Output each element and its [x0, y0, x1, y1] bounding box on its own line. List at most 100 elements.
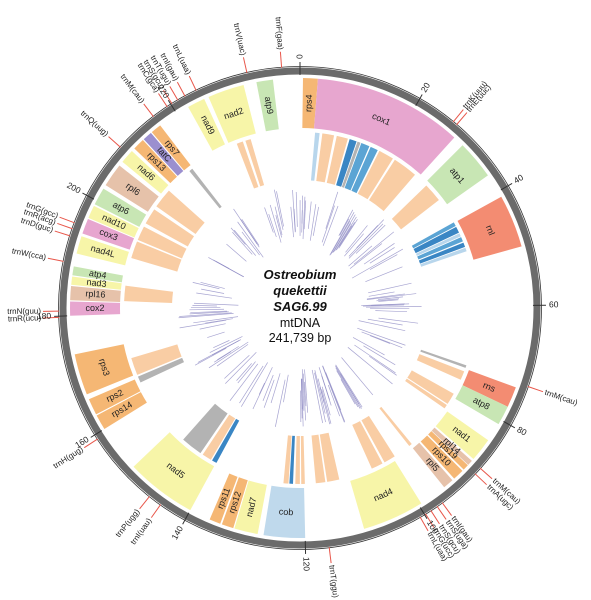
inner-feature-tick — [368, 291, 395, 297]
inner-feature-tick — [367, 318, 403, 326]
scale-tick — [82, 192, 95, 200]
inner-feature-tick — [205, 318, 233, 324]
inner-feature-tick — [237, 361, 256, 384]
intron-block — [416, 354, 465, 380]
gene-block-cox1 — [314, 78, 455, 175]
gene-block-atp4 — [72, 266, 123, 283]
inner-feature-tick — [335, 216, 357, 251]
intron-block — [245, 139, 265, 187]
inner-feature-tick — [208, 257, 244, 278]
inner-feature-tick — [376, 298, 400, 302]
intron-block — [357, 150, 393, 200]
inner-feature-tick — [308, 201, 312, 229]
intron-block — [413, 226, 460, 254]
inner-feature-tick — [178, 312, 234, 319]
trna-marker — [436, 505, 447, 520]
inner-feature-tick — [325, 191, 339, 229]
scale-tick — [415, 94, 423, 107]
trna-marker — [43, 316, 60, 319]
intron-block — [300, 435, 305, 484]
gene-label-cob: cob — [278, 506, 293, 517]
inner-feature-tick — [304, 369, 309, 413]
inner-feature-tick — [258, 382, 265, 395]
inner-feature-tick — [348, 223, 384, 259]
inner-feature-tick — [363, 345, 396, 366]
gene-block-rps14 — [96, 392, 147, 429]
intron-block — [131, 241, 182, 272]
scale-tick — [500, 182, 513, 191]
trna-marker — [430, 510, 440, 525]
inner-feature-tick — [327, 384, 341, 417]
organism-species: quekettii — [273, 283, 327, 298]
gene-block-nad3 — [71, 276, 122, 290]
trna-marker — [425, 513, 435, 528]
trna-label: trnN(guu) — [7, 306, 41, 315]
inner-feature-tick — [302, 373, 306, 421]
trna-marker — [139, 495, 150, 510]
intron-block — [352, 421, 383, 469]
inner-feature-tick — [226, 243, 247, 262]
inner-feature-tick — [304, 381, 307, 407]
inner-feature-tick — [273, 189, 284, 230]
trna-label: trnM(cau) — [544, 388, 580, 408]
inner-feature-tick — [276, 191, 284, 227]
inner-feature-tick — [347, 347, 393, 385]
intron-block — [131, 344, 182, 375]
gene-block-rps19 — [428, 431, 468, 470]
gene-block-rns — [462, 370, 516, 407]
inner-feature-tick — [237, 221, 264, 258]
inner-feature-tick — [311, 369, 323, 424]
inner-feature-tick — [366, 293, 405, 300]
inner-feature-tick — [341, 357, 374, 396]
gene-label-rps4: rps4 — [303, 94, 314, 112]
inner-feature-tick — [344, 233, 364, 257]
center-label: Ostreobium quekettii SAG6.99 mtDNA 241,7… — [264, 267, 337, 345]
intron-block — [407, 370, 454, 404]
inner-feature-tick — [319, 387, 325, 404]
inner-feature-tick — [207, 331, 225, 338]
inner-feature-tick — [199, 323, 226, 330]
inner-feature-tick — [301, 195, 303, 224]
inner-feature-tick — [349, 243, 383, 269]
inner-feature-tick — [363, 304, 405, 307]
intron-block — [310, 132, 320, 181]
gene-block-nad5 — [133, 432, 215, 511]
inner-feature-tick — [352, 337, 385, 356]
inner-feature-tick — [357, 327, 406, 346]
inner-feature-tick — [224, 355, 250, 379]
inner-feature-tick — [378, 296, 403, 300]
gene-label-nad7: nad7 — [244, 496, 258, 518]
inner-feature-tick — [190, 310, 227, 314]
inner-feature-tick — [338, 219, 358, 249]
scale-tick — [90, 430, 103, 438]
intron-block — [417, 237, 463, 260]
trna-marker — [158, 93, 168, 108]
trna-marker — [479, 467, 493, 480]
inner-feature-tick — [209, 336, 243, 353]
trna-label: trnM(cau) — [118, 72, 146, 105]
trna-marker — [54, 230, 71, 237]
intron-block — [189, 168, 222, 209]
trna-marker — [474, 473, 487, 486]
inner-feature-tick — [363, 243, 395, 265]
inner-feature-tick — [355, 224, 386, 254]
trna-marker — [328, 547, 332, 564]
trna-marker — [83, 438, 98, 449]
trna-marker — [143, 103, 154, 117]
inner-feature-tick — [329, 212, 355, 256]
intron-block — [316, 133, 335, 183]
trna-marker — [441, 502, 452, 516]
organism-strain: SAG6.99 — [273, 299, 327, 314]
intron-block — [283, 435, 292, 484]
intron-block — [326, 135, 348, 185]
gene-block-cob — [263, 485, 306, 538]
inner-feature-tick — [361, 303, 405, 306]
inner-feature-tick — [336, 370, 359, 408]
intron-block — [361, 415, 395, 463]
inner-feature-tick — [192, 305, 217, 307]
scale-label: 40 — [512, 172, 525, 186]
inner-feature-tick — [340, 379, 356, 405]
inner-feature-tick — [335, 364, 363, 408]
scale-tick — [419, 507, 428, 519]
gene-block-atp9 — [256, 79, 279, 132]
